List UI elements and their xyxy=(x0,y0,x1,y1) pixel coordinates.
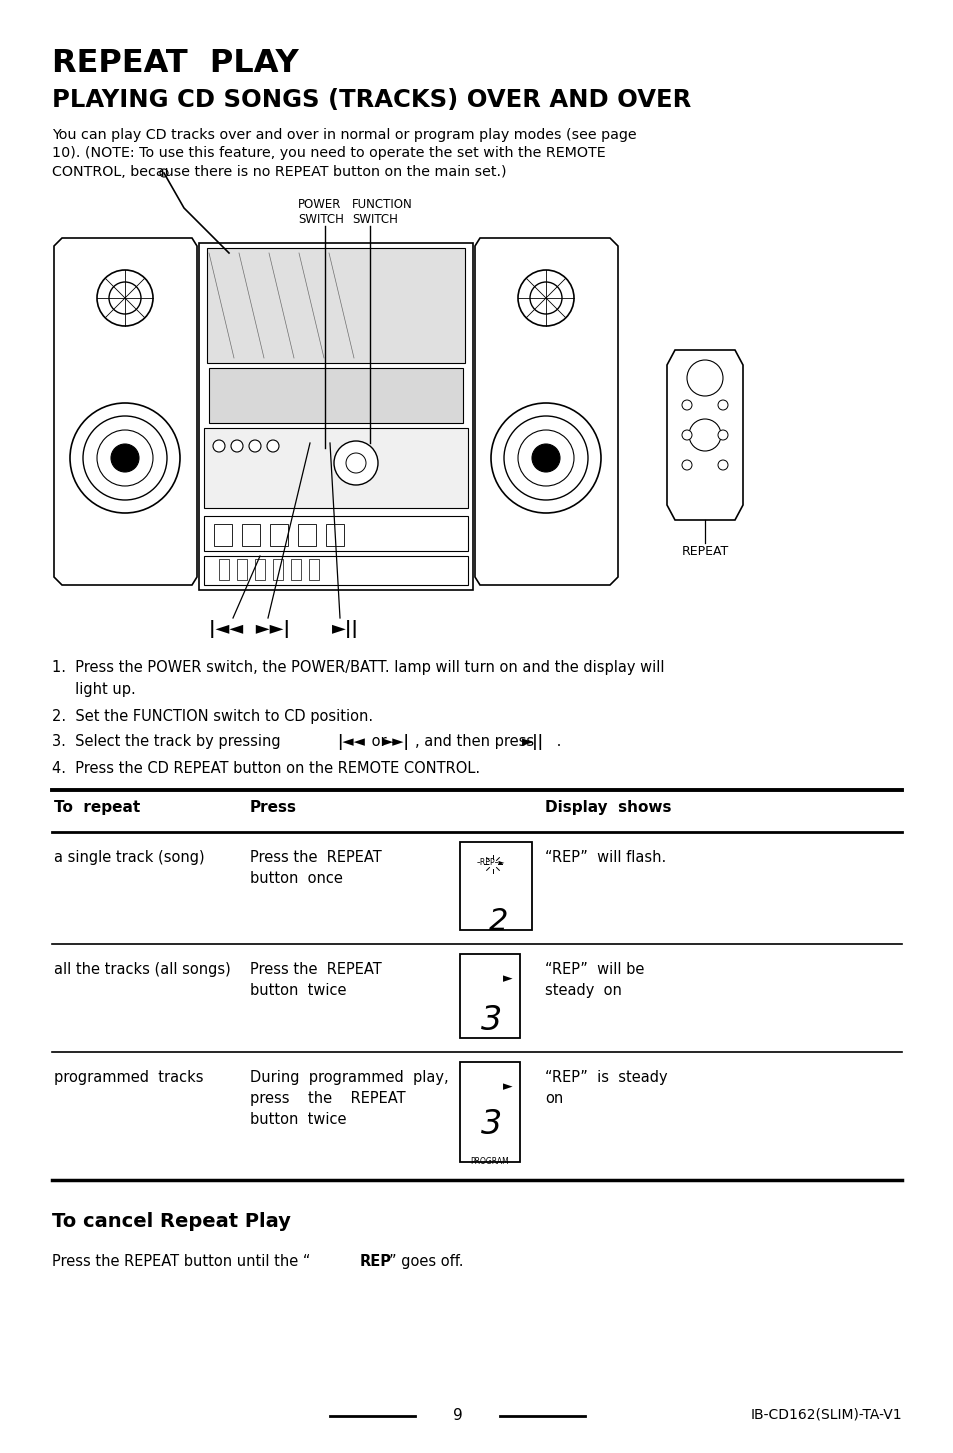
Text: 2.  Set the FUNCTION switch to CD position.: 2. Set the FUNCTION switch to CD positio… xyxy=(52,709,373,724)
Circle shape xyxy=(160,169,168,177)
Circle shape xyxy=(213,440,225,452)
Text: FUNCTION: FUNCTION xyxy=(352,198,413,211)
Text: –REP–►: –REP–► xyxy=(476,859,505,867)
Text: light up.: light up. xyxy=(52,681,135,697)
Bar xyxy=(297,525,315,546)
Bar xyxy=(236,559,247,580)
Bar xyxy=(209,368,462,423)
Text: all the tracks (all songs): all the tracks (all songs) xyxy=(54,962,231,976)
Text: 1.  Press the POWER switch, the POWER/BATT. lamp will turn on and the display wi: 1. Press the POWER switch, the POWER/BAT… xyxy=(52,660,664,676)
Bar xyxy=(326,525,344,546)
Text: ” goes off.: ” goes off. xyxy=(389,1254,463,1268)
Bar xyxy=(273,559,283,580)
Bar xyxy=(199,243,473,590)
Text: REPEAT  PLAY: REPEAT PLAY xyxy=(52,48,298,78)
Circle shape xyxy=(688,418,720,450)
Text: REPEAT: REPEAT xyxy=(680,545,728,558)
Bar xyxy=(213,525,232,546)
Text: or: or xyxy=(367,734,391,748)
Bar xyxy=(219,559,229,580)
Text: Display  shows: Display shows xyxy=(544,801,671,815)
Text: ►: ► xyxy=(502,972,513,985)
Circle shape xyxy=(334,442,377,485)
Text: , and then press: , and then press xyxy=(415,734,534,748)
Text: 2: 2 xyxy=(489,907,508,936)
Text: 3: 3 xyxy=(481,1109,502,1141)
Text: During  programmed  play,
press    the    REPEAT
button  twice: During programmed play, press the REPEAT… xyxy=(250,1069,448,1128)
Polygon shape xyxy=(54,238,196,586)
Text: REP: REP xyxy=(359,1254,392,1268)
Text: POWER: POWER xyxy=(297,198,341,211)
Bar xyxy=(204,556,468,586)
Text: To  repeat: To repeat xyxy=(54,801,140,815)
Bar xyxy=(291,559,301,580)
Text: To cancel Repeat Play: To cancel Repeat Play xyxy=(52,1212,291,1231)
Polygon shape xyxy=(666,350,742,520)
Circle shape xyxy=(681,400,691,410)
Bar xyxy=(459,955,519,1037)
Text: You can play CD tracks over and over in normal or program play modes (see page
1: You can play CD tracks over and over in … xyxy=(52,128,636,179)
Text: programmed  tracks: programmed tracks xyxy=(54,1069,203,1085)
Text: 3: 3 xyxy=(481,1004,502,1037)
Circle shape xyxy=(249,440,261,452)
Text: Press the  REPEAT
button  once: Press the REPEAT button once xyxy=(250,850,381,886)
Text: “REP”  is  steady
on: “REP” is steady on xyxy=(544,1069,667,1106)
Text: Press the REPEAT button until the “: Press the REPEAT button until the “ xyxy=(52,1254,310,1268)
Bar xyxy=(204,429,468,509)
Text: ►||: ►|| xyxy=(332,620,358,638)
Bar xyxy=(204,516,468,551)
Text: PROGRAM: PROGRAM xyxy=(470,1157,509,1165)
Text: ►: ► xyxy=(502,1080,513,1093)
Text: 3.  Select the track by pressing: 3. Select the track by pressing xyxy=(52,734,290,748)
Bar xyxy=(207,248,464,363)
Bar xyxy=(459,841,532,930)
Text: .: . xyxy=(552,734,560,748)
Bar xyxy=(254,559,265,580)
Text: 9: 9 xyxy=(453,1408,462,1422)
Text: IB-CD162(SLIM)-TA-V1: IB-CD162(SLIM)-TA-V1 xyxy=(750,1408,901,1422)
Circle shape xyxy=(718,400,727,410)
Text: “REP”  will flash.: “REP” will flash. xyxy=(544,850,665,865)
Text: |◄◄: |◄◄ xyxy=(336,734,364,750)
Bar xyxy=(459,1062,519,1162)
Circle shape xyxy=(532,445,559,472)
Polygon shape xyxy=(475,238,618,586)
Text: ►►|: ►►| xyxy=(381,734,410,750)
Text: “REP”  will be
steady  on: “REP” will be steady on xyxy=(544,962,643,998)
Text: SWITCH: SWITCH xyxy=(297,214,343,227)
Text: a single track (song): a single track (song) xyxy=(54,850,204,865)
Text: 4.  Press the CD REPEAT button on the REMOTE CONTROL.: 4. Press the CD REPEAT button on the REM… xyxy=(52,761,479,776)
Bar xyxy=(270,525,288,546)
Bar xyxy=(242,525,260,546)
Circle shape xyxy=(718,430,727,440)
Text: PLAYING CD SONGS (TRACKS) OVER AND OVER: PLAYING CD SONGS (TRACKS) OVER AND OVER xyxy=(52,89,691,112)
Text: |◄◄  ►►|: |◄◄ ►►| xyxy=(210,620,291,638)
Circle shape xyxy=(111,445,139,472)
Circle shape xyxy=(346,453,366,474)
Circle shape xyxy=(267,440,278,452)
Circle shape xyxy=(686,360,722,397)
Text: SWITCH: SWITCH xyxy=(352,214,397,227)
Text: Press: Press xyxy=(250,801,296,815)
Circle shape xyxy=(681,430,691,440)
Text: Press the  REPEAT
button  twice: Press the REPEAT button twice xyxy=(250,962,381,998)
Circle shape xyxy=(718,461,727,469)
Circle shape xyxy=(231,440,243,452)
Text: ►||: ►|| xyxy=(521,734,543,750)
Bar xyxy=(309,559,318,580)
Circle shape xyxy=(681,461,691,469)
